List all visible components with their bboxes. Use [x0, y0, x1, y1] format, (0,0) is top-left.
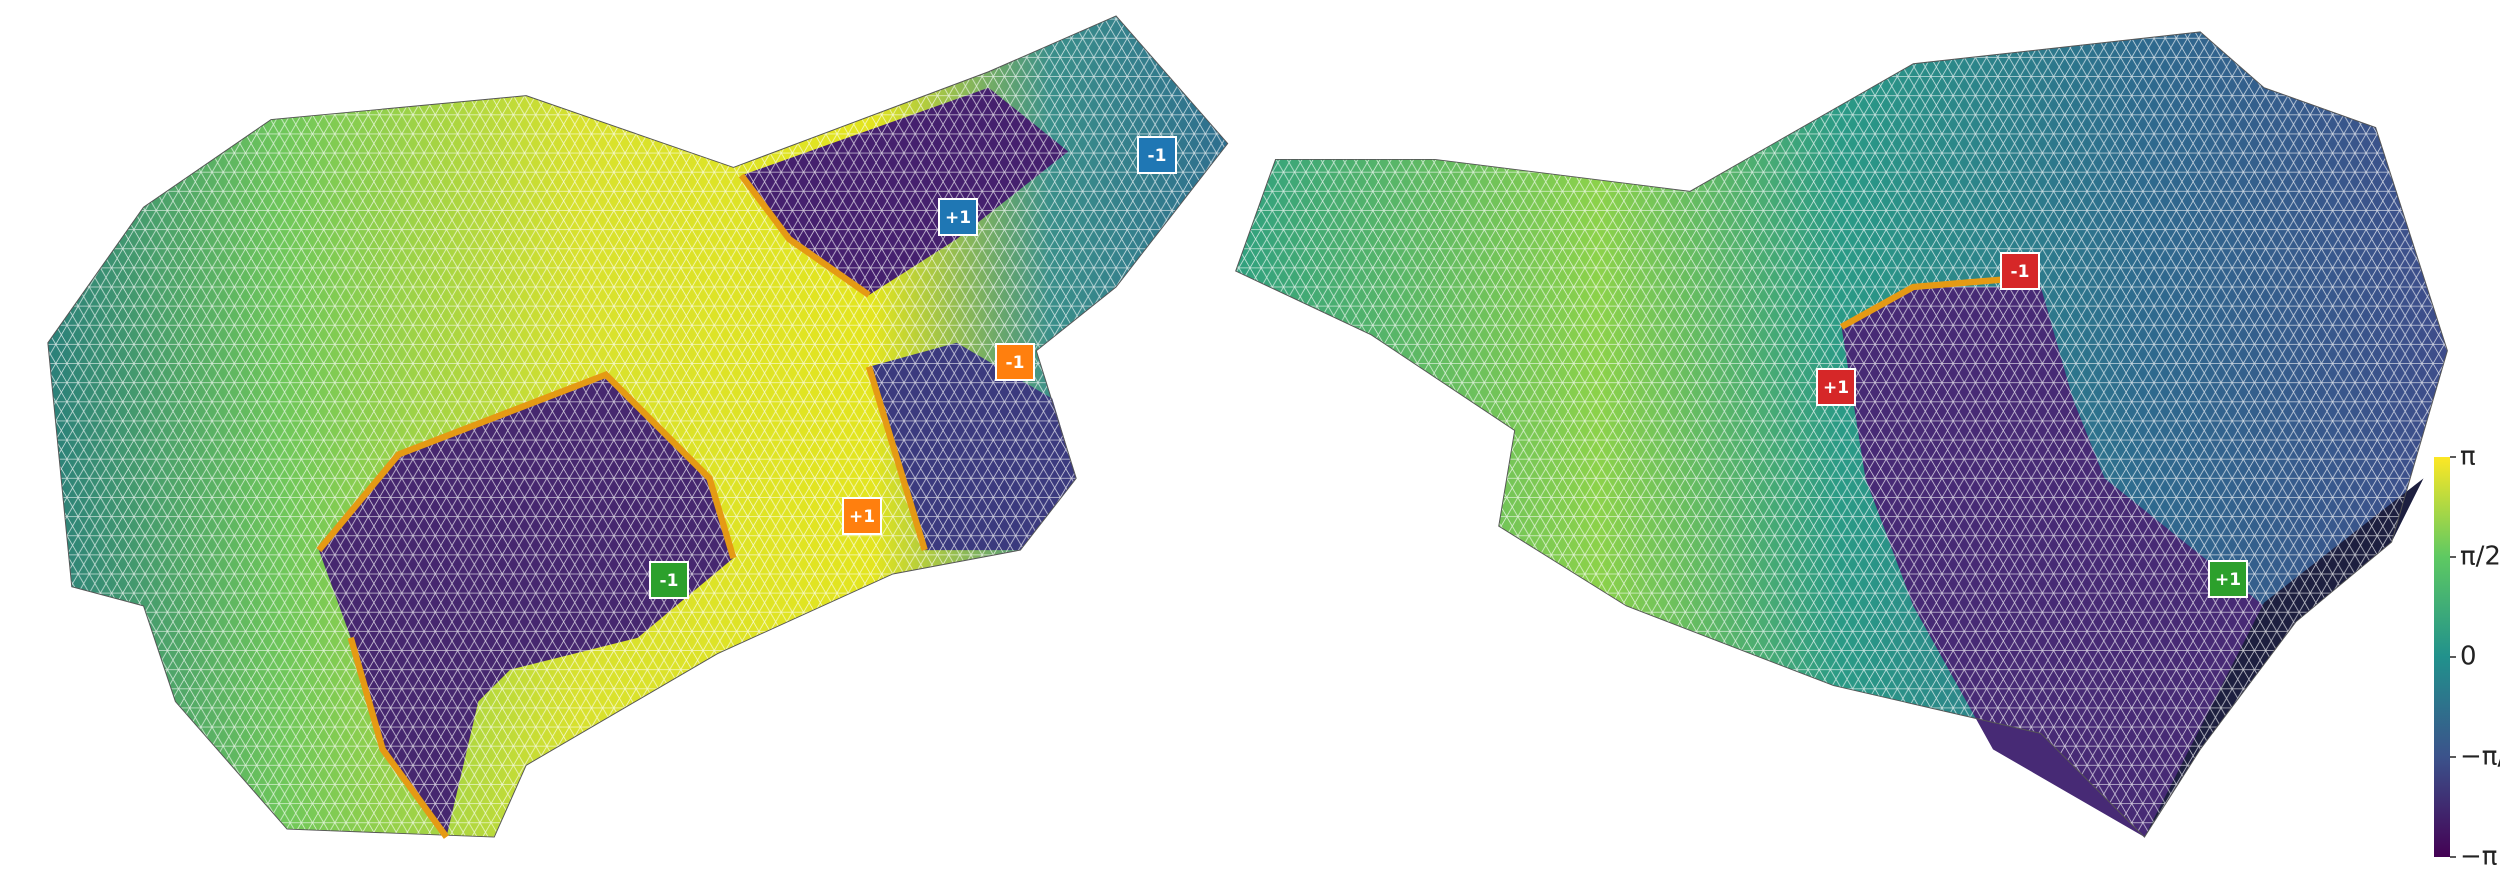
label-text: -1	[1148, 146, 1167, 166]
singularity-label: -1	[995, 343, 1035, 381]
singularity-label: +1	[842, 497, 882, 535]
labels: -1 +1 -1 +1 -1 -1 +1 +1	[649, 136, 2248, 599]
label-text: +1	[945, 208, 971, 228]
colorbar-ticks: π π/2 0 −π/2 −π	[2450, 442, 2500, 872]
label-text: -1	[660, 571, 679, 591]
singularity-label: -1	[2000, 252, 2040, 290]
singularity-label: +1	[2208, 560, 2248, 598]
colorbar	[2434, 457, 2450, 857]
singularity-label: -1	[649, 561, 689, 599]
singularity-label: +1	[1816, 368, 1856, 406]
left-mesh	[47, 15, 1229, 839]
tick-label: −π/2	[2460, 742, 2500, 772]
label-text: +1	[849, 507, 875, 527]
tick-label: π/2	[2460, 542, 2500, 572]
meshes	[47, 15, 2448, 839]
right-mesh	[1235, 31, 2448, 838]
label-text: -1	[1006, 353, 1025, 373]
label-text: +1	[2215, 570, 2241, 590]
tick-label: 0	[2460, 642, 2477, 672]
tick-label: −π	[2460, 842, 2497, 872]
tick-label: π	[2460, 442, 2476, 472]
label-text: +1	[1823, 378, 1849, 398]
label-text: -1	[2011, 262, 2030, 282]
singularity-label: +1	[938, 198, 978, 236]
singularity-label: -1	[1137, 136, 1177, 174]
